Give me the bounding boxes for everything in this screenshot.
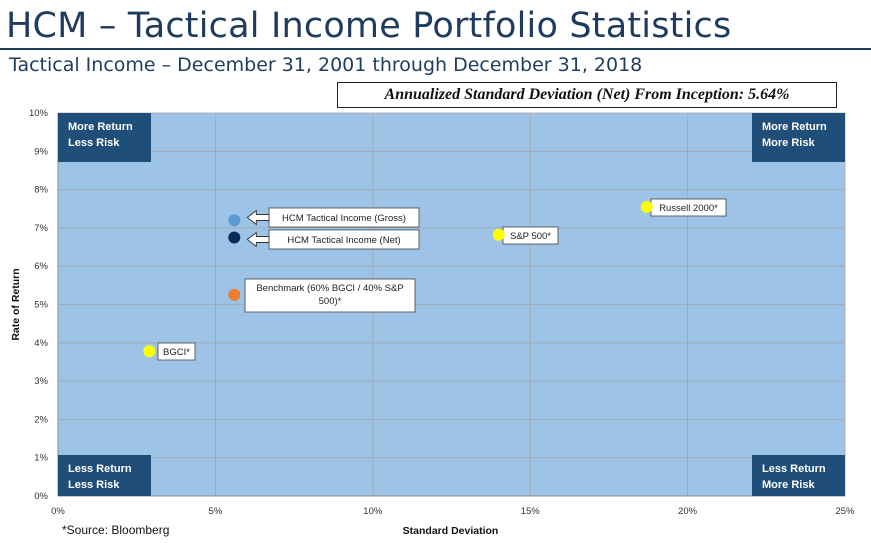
data-label-hcm-tactical-income-net: HCM Tactical Income (Net) — [287, 235, 400, 246]
point-bgci — [143, 345, 156, 358]
y-tick-label: 0% — [34, 491, 48, 502]
quadrant-bottom-right — [752, 455, 845, 496]
quadrant-bottom-right-text: More Risk — [762, 479, 815, 491]
label-box-benchmark — [244, 278, 416, 313]
point-s-p-500 — [492, 228, 505, 241]
std-dev-callout: Annualized Standard Deviation (Net) From… — [337, 82, 837, 108]
page-subtitle: Tactical Income – December 31, 2001 thro… — [9, 54, 643, 76]
y-tick-label: 6% — [34, 261, 48, 272]
quadrant-bottom-right-text: Less Return — [762, 463, 826, 475]
y-tick-label: 1% — [34, 453, 48, 464]
quadrant-top-left-text: Less Risk — [68, 137, 120, 149]
x-tick-label: 10% — [363, 506, 383, 517]
quadrant-bottom-left-text: Less Risk — [68, 479, 120, 491]
x-tick-label: 25% — [835, 506, 855, 517]
data-label-russell-2000: Russell 2000* — [659, 203, 718, 214]
y-tick-label: 8% — [34, 185, 48, 196]
quadrant-top-right — [752, 113, 845, 162]
y-tick-label: 5% — [34, 300, 48, 311]
page-title: HCM – Tactical Income Portfolio Statisti… — [6, 6, 732, 46]
y-tick-label: 3% — [34, 376, 48, 387]
y-tick-label: 9% — [34, 146, 48, 157]
title-divider — [0, 48, 871, 50]
data-label-bgci: BGCI* — [163, 347, 190, 358]
quadrant-top-right-text: More Return — [762, 121, 827, 133]
x-axis-title: Standard Deviation — [403, 525, 499, 537]
x-tick-label: 20% — [678, 506, 698, 517]
point-hcm-tactical-income-gross — [228, 214, 241, 227]
y-tick-label: 2% — [34, 414, 48, 425]
x-tick-label: 15% — [521, 506, 541, 517]
quadrant-bottom-left — [58, 455, 151, 496]
data-label-hcm-tactical-income-gross: HCM Tactical Income (Gross) — [282, 213, 406, 224]
quadrant-top-left — [58, 113, 151, 162]
y-tick-label: 10% — [29, 108, 49, 119]
x-tick-label: 5% — [209, 506, 223, 517]
label-box-bgci — [157, 342, 196, 361]
source-footnote: *Source: Bloomberg — [62, 523, 170, 537]
point-russell-2000 — [640, 200, 653, 213]
y-axis-title: Rate of Return — [10, 268, 22, 340]
data-label-s-p-500: S&P 500* — [510, 231, 551, 242]
point-hcm-tactical-income-net — [228, 231, 241, 244]
arrow-hcm-tactical-income-net — [246, 231, 270, 248]
x-tick-label: 0% — [51, 506, 65, 517]
quadrant-bottom-left-text: Less Return — [68, 463, 132, 475]
y-tick-label: 7% — [34, 223, 48, 234]
arrow-hcm-tactical-income-gross — [246, 209, 270, 226]
point-benchmark — [228, 288, 241, 301]
quadrant-top-right-text: More Risk — [762, 137, 815, 149]
data-label-benchmark: 500)* — [319, 296, 342, 307]
quadrant-top-left-text: More Return — [68, 121, 133, 133]
y-tick-label: 4% — [34, 338, 48, 349]
data-label-benchmark: Benchmark (60% BGCI / 40% S&P — [256, 283, 403, 294]
